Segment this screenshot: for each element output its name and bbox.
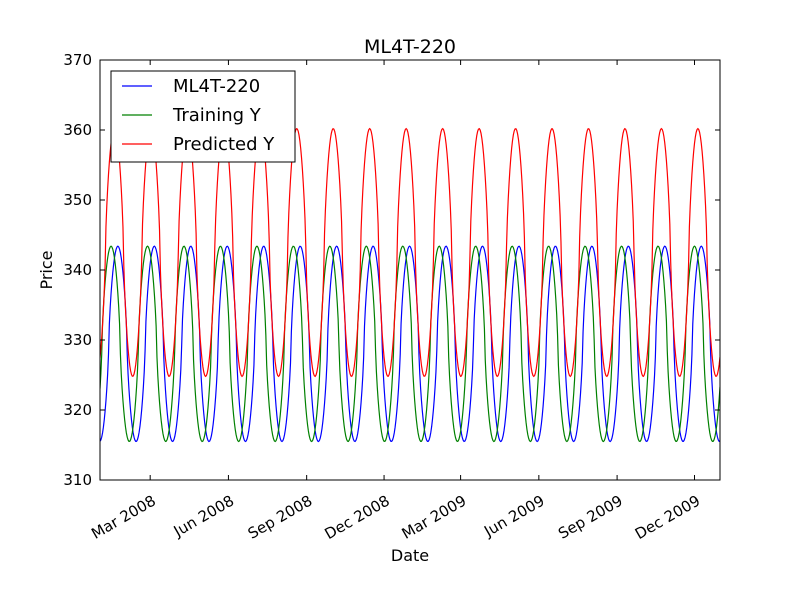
y-tick-label: 370	[63, 51, 92, 69]
series-line-2	[100, 245, 720, 443]
y-axis-label: Price	[37, 250, 56, 289]
y-tick-label: 340	[63, 261, 92, 279]
legend-label-2: Training Y	[172, 105, 262, 126]
series-line-1	[100, 245, 720, 443]
x-axis-label: Date	[391, 546, 429, 565]
chart-title: ML4T-220	[364, 36, 456, 58]
y-tick-label: 350	[63, 191, 92, 209]
y-tick-label: 320	[63, 401, 92, 419]
legend-label-3: Predicted Y	[173, 134, 275, 155]
y-tick-label: 310	[63, 471, 92, 489]
legend: ML4T-220 Training Y Predicted Y	[110, 70, 296, 163]
y-tick-label: 360	[63, 121, 92, 139]
y-tick-label: 330	[63, 331, 92, 349]
plot-area	[100, 127, 720, 443]
series-line-3	[100, 127, 720, 378]
legend-label-1: ML4T-220	[173, 76, 260, 97]
